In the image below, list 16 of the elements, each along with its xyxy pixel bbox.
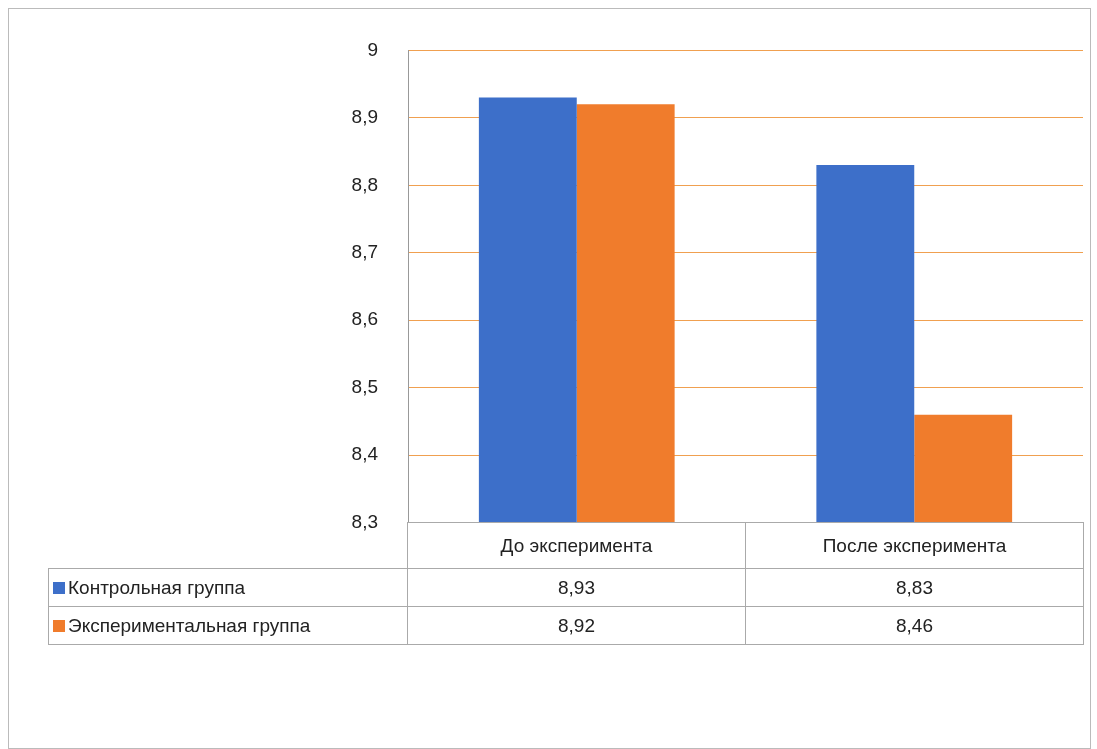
y-tick-label: 8,9 xyxy=(351,106,378,128)
legend-label: Экспериментальная группа xyxy=(48,606,408,645)
data-label: 8,46 xyxy=(745,606,1084,645)
y-tick-label: 8,5 xyxy=(351,375,378,397)
data-label: 8,83 xyxy=(745,568,1084,607)
y-tick-label: 9 xyxy=(367,38,378,60)
data-label: 8,93 xyxy=(407,568,746,607)
data-label: 8,92 xyxy=(407,606,746,645)
y-tick-label: 8,4 xyxy=(351,443,379,465)
y-tick-label: 8,7 xyxy=(351,241,378,263)
y-tick-label: 8,8 xyxy=(351,173,378,195)
x-tick-label: После эксперимента xyxy=(745,522,1084,569)
x-tick-label: До эксперимента xyxy=(407,522,746,569)
legend-label: Контрольная группа xyxy=(48,568,408,607)
y-tick-label: 8,6 xyxy=(351,308,378,330)
y-tick-label: 8,3 xyxy=(351,510,378,532)
